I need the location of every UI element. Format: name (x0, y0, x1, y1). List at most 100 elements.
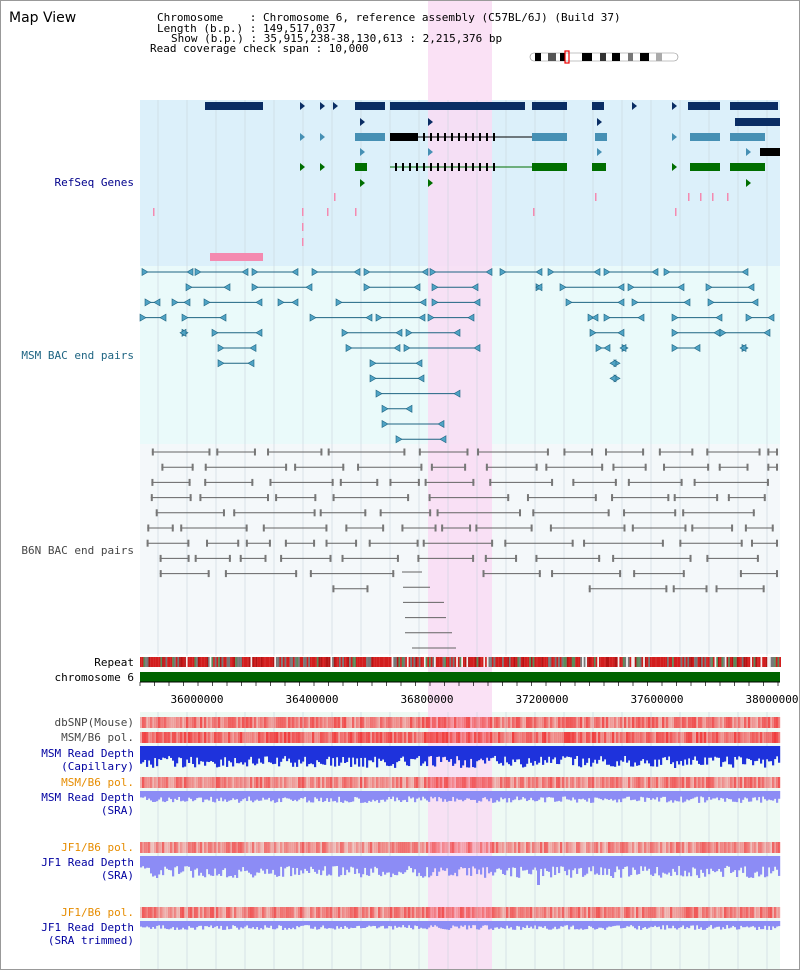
repeat-element (474, 657, 477, 667)
heat-cell (608, 842, 611, 853)
read-depth-bar (320, 856, 323, 876)
read-depth-bar (478, 921, 481, 930)
read-depth-bar (152, 856, 155, 877)
track-label-msm-bac[interactable]: MSM BAC end pairs (21, 349, 134, 362)
read-depth-bar (506, 746, 509, 763)
heat-cell (772, 842, 775, 853)
read-depth-bar (682, 791, 685, 803)
read-depth-bar (504, 856, 507, 876)
heat-cell (568, 777, 571, 788)
repeat-element (301, 657, 304, 667)
read-depth-bar (736, 791, 739, 803)
read-depth-bar (172, 746, 175, 761)
b6n-bac-end (319, 509, 322, 517)
track-label-jf1-depth-trimmed[interactable]: JF1 Read Depth (41, 921, 134, 934)
heat-cell (322, 842, 325, 853)
repeat-element (226, 657, 229, 667)
heat-cell (222, 777, 225, 788)
heat-cell (236, 717, 239, 728)
heat-cell (540, 732, 543, 743)
heat-cell (420, 777, 423, 788)
read-depth-bar (142, 856, 145, 867)
heat-cell (704, 717, 707, 728)
read-depth-bar (306, 746, 309, 767)
track-label-dbsnp[interactable]: dbSNP(Mouse) (54, 716, 134, 729)
heat-cell (490, 777, 493, 788)
heat-cell (612, 777, 615, 788)
heat-cell (194, 842, 197, 853)
read-depth-bar (404, 921, 407, 928)
heat-cell (714, 842, 717, 853)
heat-cell (528, 717, 531, 728)
heat-cell (388, 907, 391, 918)
heat-cell (178, 717, 181, 728)
track-label-repeat[interactable]: Repeat (94, 656, 134, 669)
heat-cell (196, 732, 199, 743)
repeat-element (386, 657, 389, 667)
heat-cell (496, 907, 499, 918)
track-label-refseq[interactable]: RefSeq Genes (54, 176, 134, 189)
track-label-msm-b6-pol[interactable]: MSM/B6 pol. (61, 731, 134, 744)
msm-bac-end (341, 328, 349, 337)
repeat-element (201, 657, 203, 667)
read-depth-bar (282, 921, 285, 930)
repeat-element (155, 657, 158, 667)
heat-cell (202, 842, 205, 853)
heat-cell (414, 717, 417, 728)
heat-cell (182, 732, 185, 743)
read-depth-bar (156, 791, 159, 802)
heat-cell (196, 907, 199, 918)
read-depth-bar (324, 856, 327, 867)
read-depth-bar (510, 746, 513, 766)
track-label-msm-depth-capillary[interactable]: MSM Read Depth (41, 747, 134, 760)
read-depth-bar (180, 921, 183, 930)
gene-tick (355, 208, 357, 216)
read-depth-bar (596, 921, 599, 929)
gene-tick (712, 193, 714, 201)
heat-cell (352, 777, 355, 788)
heat-cell (422, 732, 425, 743)
info-coverage-span: Read coverage check span : 10,000 (150, 42, 369, 55)
read-depth-bar (668, 921, 671, 929)
repeat-element (493, 657, 496, 667)
track-label-jf1-b6-pol-2[interactable]: JF1/B6 pol. (61, 906, 134, 919)
heat-cell (638, 907, 641, 918)
read-depth-bar (364, 746, 367, 758)
read-depth-bar (490, 791, 493, 799)
heat-cell (778, 732, 781, 743)
heat-cell (556, 842, 559, 853)
heat-cell (416, 907, 419, 918)
read-depth-bar (502, 791, 505, 800)
heat-cell (162, 842, 165, 853)
heat-cell (726, 717, 729, 728)
track-label-msm-b6-pol-2[interactable]: MSM/B6 pol. (61, 776, 134, 789)
heat-cell (624, 842, 627, 853)
read-depth-bar (376, 791, 379, 801)
repeat-element (179, 657, 181, 667)
repeat-element (425, 657, 428, 667)
track-label-msm-depth-sra[interactable]: MSM Read Depth (41, 791, 134, 804)
read-depth-bar (660, 921, 663, 930)
track-label-b6n-bac[interactable]: B6N BAC end pairs (21, 544, 134, 557)
heat-cell (596, 907, 599, 918)
read-depth-bar (562, 746, 565, 757)
heat-cell (428, 777, 431, 788)
read-depth-bar (708, 856, 711, 875)
read-depth-bar (396, 791, 399, 798)
read-depth-bar (676, 791, 679, 802)
heat-cell (560, 842, 563, 853)
heat-cell (290, 907, 293, 918)
track-label-jf1-b6-pol[interactable]: JF1/B6 pol. (61, 841, 134, 854)
read-depth-bar (200, 856, 203, 873)
read-depth-bar (676, 746, 679, 762)
read-depth-bar (394, 856, 397, 875)
repeat-element (648, 657, 651, 667)
heat-cell (664, 842, 667, 853)
heat-cell (434, 732, 437, 743)
repeat-element (316, 657, 319, 667)
read-depth-bar (450, 746, 453, 760)
read-depth-bar (504, 746, 507, 757)
repeat-element (692, 657, 695, 667)
track-label-jf1-depth-sra[interactable]: JF1 Read Depth (41, 856, 134, 869)
